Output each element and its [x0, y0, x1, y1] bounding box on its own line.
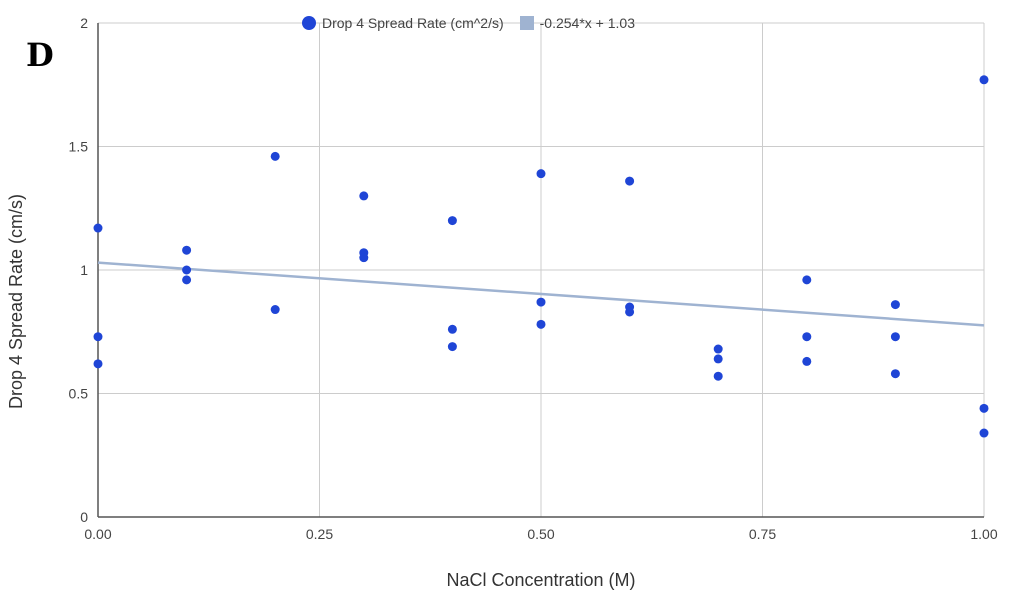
data-point[interactable] [359, 191, 369, 201]
data-point[interactable] [182, 275, 192, 285]
x-tick-label: 0.75 [749, 526, 776, 542]
data-point[interactable] [93, 223, 103, 233]
data-point[interactable] [890, 369, 900, 379]
y-tick-label: 0 [80, 509, 88, 525]
data-point[interactable] [979, 403, 989, 413]
data-point[interactable] [802, 332, 812, 342]
x-tick-label: 0.50 [527, 526, 554, 542]
data-point[interactable] [359, 253, 369, 263]
y-axis-title: Drop 4 Spread Rate (cm/s) [2, 0, 32, 602]
data-point[interactable] [979, 75, 989, 85]
x-tick-label: 1.00 [970, 526, 997, 542]
trendline [97, 261, 985, 327]
data-point[interactable] [890, 300, 900, 310]
data-point[interactable] [270, 305, 280, 315]
data-point[interactable] [713, 371, 723, 381]
y-tick-label: 2 [80, 15, 88, 31]
data-point[interactable] [713, 354, 723, 364]
data-point[interactable] [802, 356, 812, 366]
data-point[interactable] [447, 324, 457, 334]
data-point[interactable] [93, 332, 103, 342]
y-tick-label: 1.5 [69, 139, 89, 155]
panel-label: D [26, 36, 54, 74]
data-point[interactable] [625, 176, 635, 186]
legend-square-icon [519, 16, 534, 30]
legend-label-series: Drop 4 Spread Rate (cm^2/s) [322, 15, 504, 31]
legend-dot-icon [302, 16, 316, 30]
x-tick-label: 0.25 [306, 526, 333, 542]
data-point[interactable] [890, 332, 900, 342]
y-axis-title-text: Drop 4 Spread Rate (cm/s) [6, 193, 27, 409]
x-axis-title: NaCl Concentration (M) [446, 570, 636, 590]
data-point[interactable] [447, 216, 457, 226]
data-point[interactable] [447, 342, 457, 352]
data-point[interactable] [979, 428, 989, 438]
data-point[interactable] [270, 151, 280, 161]
y-tick-label: 0.5 [69, 386, 89, 402]
data-point[interactable] [802, 275, 812, 285]
y-tick-label: 1 [80, 262, 88, 278]
legend-item-trendline[interactable]: -0.254*x + 1.03 [519, 15, 635, 31]
data-point[interactable] [93, 359, 103, 369]
data-point[interactable] [536, 169, 546, 179]
data-point[interactable] [625, 307, 635, 317]
data-point[interactable] [713, 344, 723, 354]
data-point[interactable] [182, 265, 192, 275]
legend: Drop 4 Spread Rate (cm^2/s) -0.254*x + 1… [302, 12, 651, 34]
x-tick-label: 0.00 [84, 526, 111, 542]
data-point[interactable] [536, 319, 546, 329]
legend-item-series[interactable]: Drop 4 Spread Rate (cm^2/s) [302, 15, 504, 31]
data-point[interactable] [182, 245, 192, 255]
legend-label-trendline: -0.254*x + 1.03 [539, 15, 635, 31]
data-point[interactable] [536, 297, 546, 307]
